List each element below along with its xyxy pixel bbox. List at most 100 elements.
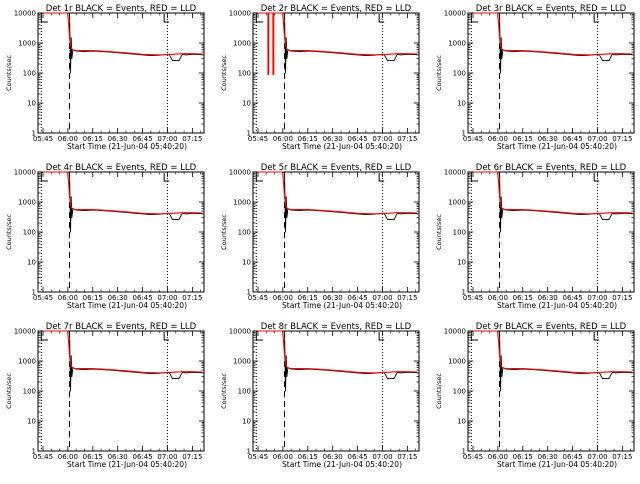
y-axis-label: Counts/sec	[5, 214, 13, 250]
x-tick-label: 06:45	[132, 294, 152, 302]
y-tick-label: 1000	[18, 199, 36, 207]
bracket-marker	[470, 14, 478, 23]
series-line-lld	[42, 12, 203, 56]
series-line-events	[257, 330, 418, 392]
x-tick-label: 07:00	[157, 453, 177, 461]
y-tick-label: 10000	[444, 169, 466, 177]
x-tick-label: 06:30	[323, 453, 343, 461]
x-tick-label: 07:00	[372, 135, 392, 143]
bracket-marker	[40, 332, 48, 341]
y-tick-label: 1	[247, 130, 251, 138]
y-tick-label: 1	[462, 130, 466, 138]
y-tick-label: 10	[27, 418, 36, 426]
x-tick-label: 06:15	[513, 294, 533, 302]
x-tick-label: 05:45	[463, 453, 483, 461]
x-tick-label: 06:30	[108, 294, 128, 302]
x-tick-label: 05:45	[33, 294, 53, 302]
x-tick-label: 06:30	[538, 453, 558, 461]
y-tick-label: 10000	[229, 169, 251, 177]
x-tick-label: 07:00	[372, 294, 392, 302]
y-tick-label: 10	[27, 100, 36, 108]
y-tick-label: 100	[238, 229, 251, 237]
series-line-lld	[42, 330, 203, 374]
y-axis-label: Counts/sec	[435, 55, 443, 91]
bracket-marker	[470, 173, 478, 182]
x-tick-label: 06:30	[323, 294, 343, 302]
x-tick-label: 05:45	[248, 294, 268, 302]
bracket-marker	[40, 14, 48, 23]
x-tick-label: 06:15	[83, 453, 103, 461]
y-axis-label: Counts/sec	[5, 55, 13, 91]
x-tick-label: 06:15	[298, 294, 318, 302]
bracket-marker	[163, 173, 170, 182]
series-line-events	[472, 12, 633, 74]
x-tick-label: 06:45	[132, 135, 152, 143]
x-tick-label: 06:15	[513, 135, 533, 143]
y-tick-label: 10000	[229, 10, 251, 18]
x-tick-label: 06:00	[273, 294, 293, 302]
bracket-marker	[593, 332, 600, 341]
panel-det-5: Det 5r BLACK = Events, RED = LLD 1 10 100 10…	[220, 163, 420, 310]
y-axis-label: Counts/sec	[220, 55, 228, 91]
x-tick-label: 06:00	[58, 294, 78, 302]
panel-det-7: Det 7r BLACK = Events, RED = LLD 1 10 100 10…	[5, 322, 205, 469]
x-tick-label: 06:00	[488, 135, 508, 143]
x-tick-label: 07:15	[182, 453, 202, 461]
x-axis-label: Start Time (21-Jun-04 05:40:20)	[67, 301, 187, 310]
x-tick-label: 06:15	[298, 135, 318, 143]
bracket-marker	[163, 332, 170, 341]
y-tick-label: 1	[462, 448, 466, 456]
y-tick-label: 10000	[444, 328, 466, 336]
y-tick-label: 1000	[18, 40, 36, 48]
x-tick-label: 06:15	[83, 294, 103, 302]
bracket-marker	[163, 14, 170, 23]
x-tick-label: 07:15	[612, 453, 632, 461]
x-tick-label: 06:00	[58, 135, 78, 143]
bracket-marker	[378, 173, 385, 182]
x-tick-label: 05:45	[33, 453, 53, 461]
panel-det-6: Det 6r BLACK = Events, RED = LLD 1 10 100 10…	[435, 163, 635, 310]
y-tick-label: 10000	[229, 328, 251, 336]
panel-title: Det 6r BLACK = Events, RED = LLD	[476, 163, 627, 173]
x-axis-label: Start Time (21-Jun-04 05:40:20)	[67, 460, 187, 469]
bracket-marker	[593, 14, 600, 23]
x-tick-label: 06:30	[108, 135, 128, 143]
y-tick-label: 1000	[448, 199, 466, 207]
x-tick-label: 06:00	[58, 453, 78, 461]
series-line-events	[42, 330, 203, 392]
x-tick-label: 07:00	[372, 453, 392, 461]
x-tick-label: 05:45	[463, 294, 483, 302]
plot-frame	[252, 330, 420, 452]
y-axis-label: Counts/sec	[220, 214, 228, 250]
x-tick-label: 06:15	[513, 453, 533, 461]
series-line-lld	[257, 330, 418, 374]
bracket-marker	[255, 332, 263, 341]
x-tick-label: 06:30	[538, 294, 558, 302]
bracket-marker	[40, 173, 48, 182]
plot-frame	[467, 12, 635, 134]
panel-det-4: Det 4r BLACK = Events, RED = LLD 1 10 100 10…	[5, 163, 205, 310]
series-line-lld	[257, 171, 418, 215]
x-axis-label: Start Time (21-Jun-04 05:40:20)	[497, 460, 617, 469]
series-line-events	[472, 171, 633, 233]
y-tick-label: 100	[238, 70, 251, 78]
series-line-lld	[472, 12, 633, 56]
x-tick-label: 06:00	[273, 135, 293, 143]
y-tick-label: 100	[238, 388, 251, 396]
panel-det-3: Det 3r BLACK = Events, RED = LLD 1 10 100 10…	[435, 4, 635, 151]
x-tick-label: 05:45	[248, 135, 268, 143]
y-tick-label: 10000	[14, 169, 36, 177]
x-tick-label: 07:15	[397, 294, 417, 302]
y-tick-label: 10	[457, 100, 466, 108]
x-tick-label: 07:15	[612, 135, 632, 143]
series-line-lld	[472, 171, 633, 215]
panel-title: Det 3r BLACK = Events, RED = LLD	[476, 4, 627, 14]
panel-title: Det 1r BLACK = Events, RED = LLD	[46, 4, 197, 14]
x-axis-label: Start Time (21-Jun-04 05:40:20)	[497, 301, 617, 310]
x-tick-label: 06:30	[538, 135, 558, 143]
bracket-marker	[378, 332, 385, 341]
bracket-marker	[378, 14, 385, 23]
y-tick-label: 100	[453, 388, 466, 396]
x-tick-label: 06:00	[488, 453, 508, 461]
